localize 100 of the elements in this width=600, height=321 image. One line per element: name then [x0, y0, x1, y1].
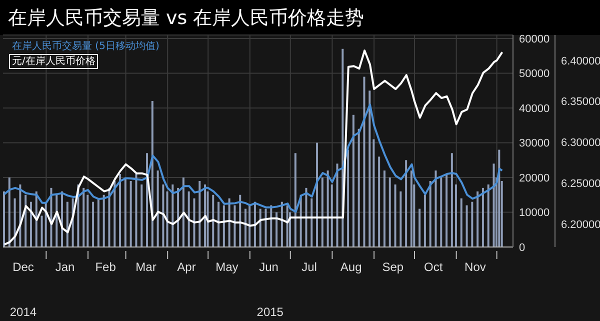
x-tick-label: Jan: [55, 260, 75, 274]
bar: [466, 205, 468, 247]
bar: [276, 212, 278, 247]
bar: [193, 198, 196, 247]
text: 2014: [8, 305, 38, 319]
bar: [86, 194, 89, 247]
bar: [368, 90, 371, 247]
bar: [114, 180, 116, 247]
bar: [108, 188, 110, 247]
bar: [130, 180, 132, 247]
bar: [8, 177, 10, 247]
bar: [97, 198, 100, 247]
bar: [305, 188, 308, 247]
y-tick-label: 30000: [519, 138, 550, 150]
bar: [172, 184, 174, 247]
bar: [498, 150, 500, 247]
bar: [234, 205, 236, 247]
bar: [460, 198, 462, 247]
bar: [476, 191, 479, 247]
bar: [156, 170, 159, 247]
y-tick-label: 40000: [519, 102, 550, 115]
bar: [492, 164, 495, 247]
y-tick-label: 60000: [519, 33, 550, 46]
bar: [388, 177, 391, 247]
bar: [146, 153, 148, 247]
bar: [244, 208, 247, 247]
text: 2015: [256, 305, 284, 319]
bar: [92, 202, 94, 247]
bar: [177, 188, 180, 247]
bar: [330, 184, 333, 247]
x-tick-label: Sep: [382, 260, 404, 274]
bar: [434, 170, 437, 247]
bar: [248, 205, 251, 247]
bar: [119, 174, 122, 247]
bar: [66, 202, 68, 247]
bar: [410, 170, 412, 247]
x-tick-label: Aug: [340, 260, 362, 274]
bar: [450, 153, 453, 247]
bar: [198, 180, 201, 247]
bar: [336, 164, 338, 247]
bar: [352, 114, 354, 247]
bar: [326, 170, 329, 247]
bar: [487, 184, 490, 247]
line-series: [3, 104, 504, 213]
bar: [405, 160, 408, 247]
bar: [102, 194, 105, 247]
y-tick-label: 0: [519, 242, 526, 254]
x-tick-label: Feb: [95, 260, 116, 274]
x-tick-label: Dec: [12, 260, 34, 274]
bar: [239, 194, 242, 247]
bar: [135, 174, 138, 247]
bar: [218, 202, 220, 247]
bar: [294, 153, 296, 247]
bar: [372, 139, 375, 247]
y-tick-label: 20000: [519, 172, 550, 184]
x-tick-label: Oct: [424, 260, 444, 274]
bar: [471, 202, 474, 247]
bar: [424, 194, 426, 247]
bar: [264, 208, 267, 247]
bar: [454, 184, 457, 247]
y-tick-label: 10000: [519, 207, 550, 220]
text: 元/在岸人民币价格: [9, 54, 98, 69]
x-tick-label: Apr: [177, 260, 196, 274]
bar: [140, 184, 143, 247]
bar: [188, 191, 190, 247]
bar: [378, 156, 380, 247]
y2-tick-label: 6.20000: [561, 218, 600, 231]
bar: [162, 184, 164, 247]
y2-tick-label: 6.25000: [561, 178, 600, 190]
y2-tick-label: 6.40000: [561, 55, 600, 68]
bar: [204, 184, 206, 247]
bar: [166, 191, 168, 247]
bar: [14, 198, 16, 247]
text: 在岸人民币交易量 (5日移动均值): [11, 40, 160, 54]
bar: [358, 128, 360, 247]
x-tick-label: Jun: [259, 260, 278, 274]
bar: [3, 191, 5, 247]
bar: [363, 76, 366, 247]
bar: [212, 194, 214, 247]
bar: [316, 142, 318, 247]
bar: [394, 184, 396, 247]
bar: [259, 208, 262, 247]
y2-tick-label: 6.35000: [561, 96, 600, 108]
bar: [310, 198, 313, 247]
bar: [321, 177, 324, 247]
bar: [182, 177, 184, 247]
x-tick-label: Nov: [464, 260, 486, 274]
bar: [228, 198, 230, 247]
bar: [286, 205, 288, 247]
y2-tick-label: 6.30000: [561, 137, 600, 150]
x-tick-label: Jul: [302, 260, 317, 274]
bar: [40, 216, 43, 247]
bar: [124, 177, 126, 247]
bar: [400, 191, 402, 247]
line-series: [3, 50, 504, 246]
bar: [418, 208, 421, 247]
bar: [82, 188, 85, 247]
bar: [446, 174, 448, 247]
y-tick-label: 50000: [519, 68, 550, 80]
chart-title: 在岸人民币交易量 vs 在岸人民币价格走势: [8, 6, 364, 31]
